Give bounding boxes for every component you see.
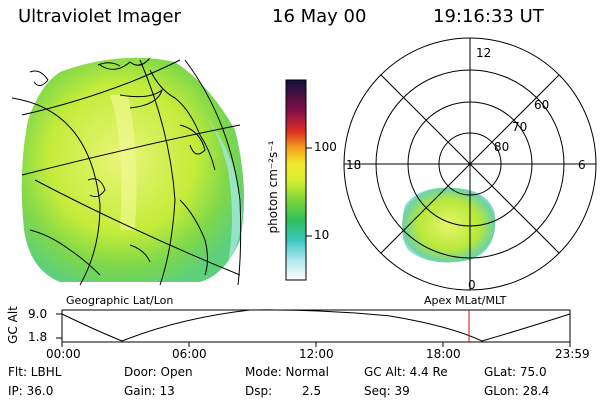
- dsp-label: Dsp:: [245, 384, 273, 398]
- gc-alt-info: GC Alt: 4.4 Re: [364, 365, 448, 379]
- xtick-2359: 23:59: [555, 347, 590, 361]
- colorbar-tick-100: 100: [314, 140, 337, 154]
- colorbar-tick-10: 10: [314, 228, 330, 242]
- ytick-top: 9.0: [28, 307, 48, 321]
- mlt-18-label: 18: [346, 158, 362, 172]
- mlt-0-label: 0: [468, 278, 476, 292]
- mlat-60-label: 60: [534, 98, 550, 112]
- time-label: 19:16:33 UT: [433, 6, 544, 27]
- mode-info: Mode: Normal: [245, 365, 329, 379]
- mlat-80-label: 80: [494, 140, 510, 154]
- instrument-title: Ultraviolet Imager: [18, 6, 181, 27]
- glat-info: GLat: 75.0: [484, 365, 547, 379]
- ytick-bottom: 1.8: [28, 330, 48, 344]
- seq-info: Seq: 39: [364, 384, 410, 398]
- filter-info: Flt: LBHL: [8, 365, 62, 379]
- date-label: 16 May 00: [272, 6, 367, 27]
- mlt-12-label: 12: [476, 46, 492, 60]
- gain-info: Gain: 13: [124, 384, 175, 398]
- xtick-1800: 18:00: [426, 347, 461, 361]
- glon-info: GLon: 28.4: [484, 384, 550, 398]
- xtick-0000: 00:00: [46, 347, 81, 361]
- xtick-1200: 12:00: [299, 347, 334, 361]
- door-info: Door: Open: [124, 365, 193, 379]
- geographic-label: Geographic Lat/Lon: [66, 294, 174, 307]
- mlt-6-label: 6: [578, 158, 586, 172]
- xtick-0600: 06:00: [172, 347, 207, 361]
- mlat-70-label: 70: [512, 120, 528, 134]
- orbit-ylabel: GC Alt: [5, 306, 20, 344]
- ip-info: IP: 36.0: [8, 384, 54, 398]
- apex-label: Apex MLat/MLT: [424, 294, 507, 307]
- dsp-value: 2.5: [302, 384, 322, 398]
